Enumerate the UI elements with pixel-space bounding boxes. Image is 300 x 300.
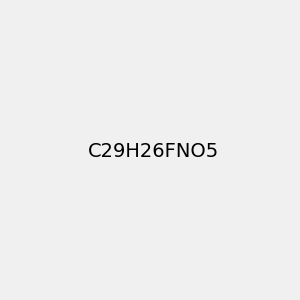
Text: C29H26FNO5: C29H26FNO5: [88, 142, 219, 161]
